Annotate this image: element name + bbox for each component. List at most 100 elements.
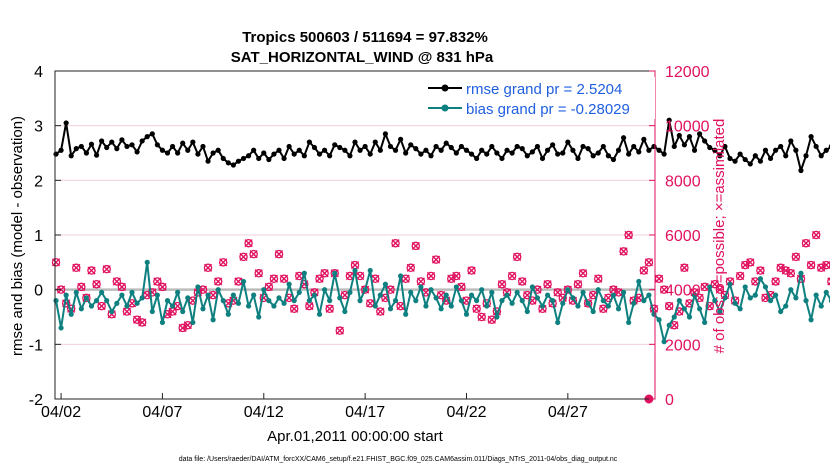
rmse-point — [73, 146, 79, 152]
obs-assimilated-stroke — [741, 260, 750, 270]
obs-possible-marker — [239, 252, 248, 262]
bias-point — [220, 298, 226, 304]
obs-possible-marker — [680, 263, 689, 273]
bias-point — [205, 292, 211, 298]
rmse-point — [691, 147, 698, 153]
obs-assimilated-stroke — [132, 315, 142, 324]
obs-assimilated-stroke — [654, 274, 664, 283]
bias-point — [149, 308, 155, 315]
obs-assimilated-marker — [254, 269, 263, 278]
bias-point — [524, 308, 530, 315]
rmse-point — [210, 150, 216, 156]
obs-assimilated-marker — [132, 315, 142, 324]
rmse-point — [281, 155, 287, 162]
obs-assimilated-marker — [72, 263, 81, 272]
obs-assimilated-marker — [416, 277, 425, 286]
rmse-point — [479, 147, 485, 153]
bias-point — [636, 278, 642, 285]
bias-point — [808, 317, 814, 323]
bias-point — [539, 303, 546, 309]
rmse-point — [327, 153, 333, 159]
bias-point — [321, 287, 328, 293]
bias-point — [555, 319, 561, 326]
obs-assimilated-marker — [700, 282, 709, 292]
rmse-point — [631, 143, 637, 150]
obs-assimilated-marker — [183, 321, 192, 330]
obs-possible-marker — [82, 293, 91, 303]
rmse-point — [68, 153, 74, 159]
y-tick-label: 4 — [34, 64, 43, 81]
obs-possible-marker — [213, 277, 223, 286]
obs-possible-marker — [112, 277, 122, 286]
bias-point — [185, 295, 191, 301]
obs-assimilated-marker — [751, 277, 760, 286]
obs-assimilated-marker — [198, 285, 208, 294]
obs-assimilated-marker — [594, 274, 603, 283]
bias-point — [494, 314, 500, 320]
obs-assimilated-stroke — [751, 277, 760, 286]
bias-point — [550, 298, 556, 304]
rmse-point — [53, 151, 59, 157]
rmse-point — [747, 161, 753, 167]
bias-point — [362, 287, 368, 293]
rmse-point — [686, 134, 693, 140]
bias-point — [159, 319, 166, 326]
obs-possible-marker — [563, 285, 573, 294]
obs-assimilated-stroke — [649, 304, 659, 313]
y-tick-label: 1 — [34, 228, 43, 245]
rmse-point — [570, 147, 576, 153]
bias-point — [114, 300, 120, 306]
obs-assimilated-stroke — [710, 280, 719, 289]
bias-point — [813, 292, 819, 298]
rmse-point — [539, 155, 546, 162]
obs-assimilated-marker — [290, 304, 299, 313]
obs-possible-marker — [401, 274, 410, 283]
obs-assimilated-marker — [457, 282, 466, 292]
rmse-point — [129, 142, 135, 148]
bias-point — [104, 298, 110, 304]
obs-assimilated-stroke — [269, 274, 279, 283]
rmse-point — [78, 143, 84, 150]
rmse-point — [342, 147, 348, 153]
rmse-point — [99, 138, 105, 144]
bias-point — [661, 339, 667, 345]
bias-point — [590, 308, 596, 315]
obs-possible-marker — [431, 255, 441, 264]
bias-point — [53, 298, 59, 304]
rmse-point — [595, 150, 601, 156]
obs-possible-marker — [97, 301, 106, 311]
obs-assimilated-stroke — [117, 282, 126, 292]
obs-assimilated-stroke — [827, 277, 830, 282]
bias-point — [676, 298, 682, 304]
obs-assimilated-stroke — [553, 288, 562, 297]
bias-point — [337, 295, 343, 301]
bias-point — [783, 303, 789, 309]
obs-assimilated-marker — [660, 285, 669, 294]
obs-assimilated-marker — [209, 291, 218, 300]
obs-assimilated-marker — [239, 252, 248, 261]
bias-point — [342, 308, 348, 315]
rmse-point — [245, 153, 252, 159]
obs-possible-marker — [365, 299, 375, 308]
rmse-point — [230, 162, 236, 168]
obs-assimilated-stroke — [431, 255, 441, 264]
rmse-point — [798, 167, 804, 174]
obs-assimilated-marker — [467, 266, 476, 275]
rmse-point — [377, 147, 383, 153]
rmse-point — [240, 155, 247, 162]
obs-possible-marker — [710, 279, 720, 289]
bias-point — [377, 292, 383, 298]
obs-possible-marker — [811, 230, 821, 240]
bias-point — [154, 292, 160, 298]
obs-possible-marker — [639, 266, 649, 275]
obs-assimilated-stroke — [376, 307, 385, 316]
obs-assimilated-marker — [264, 282, 273, 292]
obs-assimilated-marker — [406, 263, 415, 272]
obs-assimilated-stroke — [487, 315, 496, 324]
bias-point — [327, 298, 333, 304]
bias-point — [58, 325, 64, 331]
bias-point — [235, 300, 242, 306]
bias-point — [707, 284, 713, 290]
obs-assimilated-stroke — [102, 265, 111, 274]
rmse-point — [646, 147, 652, 153]
